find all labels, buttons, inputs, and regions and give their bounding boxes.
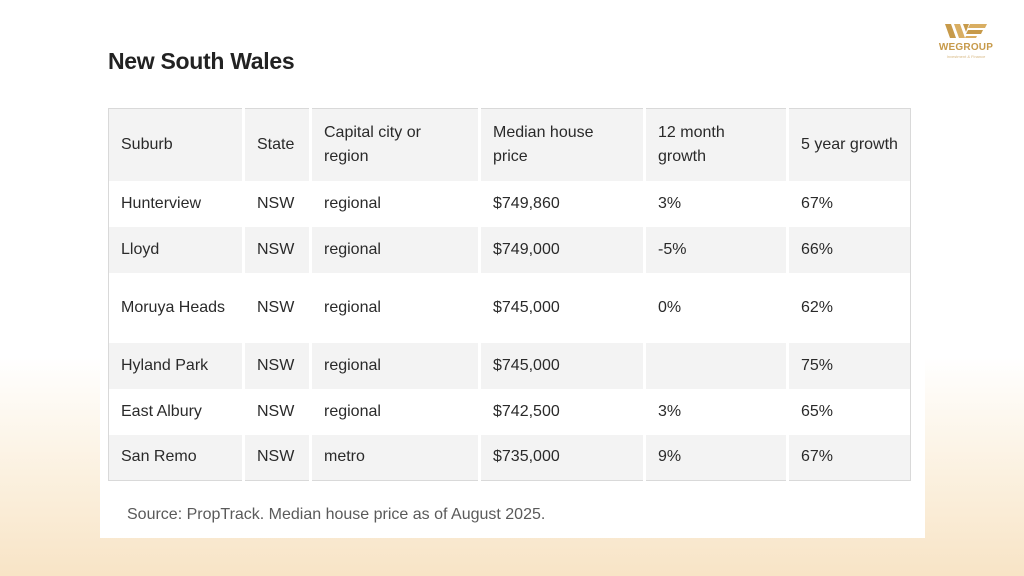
cell-median-price: $749,860 xyxy=(479,180,646,227)
cell-median-price: $735,000 xyxy=(479,434,646,481)
cell-region: regional xyxy=(310,180,481,227)
cell-12-month-growth: 9% xyxy=(644,434,789,481)
table-row: Hunterview NSW regional $749,860 3% 67% xyxy=(108,180,911,227)
cell-suburb: San Remo xyxy=(108,434,245,481)
cell-5-year-growth: 75% xyxy=(801,356,834,374)
cell-median-price: $745,000 xyxy=(479,342,646,389)
cell-median-price: $745,000 xyxy=(479,272,646,343)
cell-5-year-growth: 67% xyxy=(801,448,834,466)
suburb-table: Suburb State Capital city or region Medi… xyxy=(108,108,911,481)
cell-12-month-growth: 0% xyxy=(644,272,789,343)
cell-12-month-growth: 3% xyxy=(644,180,789,227)
cell-suburb: Moruya Heads xyxy=(108,272,245,343)
column-header-state: State xyxy=(243,108,312,181)
logo-brand-text: WEGROUP xyxy=(938,42,994,53)
cell-region: regional xyxy=(310,226,481,273)
cell-region: regional xyxy=(310,342,481,389)
cell-5-year-growth: 66% xyxy=(801,240,834,258)
wegroup-logo-icon xyxy=(945,24,987,38)
table-row: Moruya Heads NSW regional $745,000 0% 62… xyxy=(108,272,911,343)
cell-5-year-growth: 65% xyxy=(801,402,834,420)
table-header-row: Suburb State Capital city or region Medi… xyxy=(108,108,911,181)
cell-state: NSW xyxy=(243,388,312,435)
cell-state: NSW xyxy=(243,342,312,389)
table-row: Hyland Park NSW regional $745,000 75% xyxy=(108,342,911,389)
cell-state: NSW xyxy=(243,226,312,273)
column-header-median-price: Median house price xyxy=(479,108,646,181)
source-note: Source: PropTrack. Median house price as… xyxy=(127,506,546,523)
cell-suburb: Hunterview xyxy=(108,180,245,227)
table-card: Suburb State Capital city or region Medi… xyxy=(100,100,925,538)
cell-5-year-growth: 67% xyxy=(801,194,834,212)
column-header-12-month-growth: 12 month growth xyxy=(644,108,789,181)
cell-median-price: $749,000 xyxy=(479,226,646,273)
cell-12-month-growth: 3% xyxy=(644,388,789,435)
cell-suburb: East Albury xyxy=(108,388,245,435)
logo-tagline: Investment & Finance xyxy=(946,54,986,59)
cell-state: NSW xyxy=(243,272,312,343)
company-logo: WEGROUP Investment & Finance xyxy=(934,22,998,70)
cell-region: regional xyxy=(310,388,481,435)
column-header-region: Capital city or region xyxy=(310,108,481,181)
table-row: East Albury NSW regional $742,500 3% 65% xyxy=(108,388,911,435)
cell-region: metro xyxy=(310,434,481,481)
column-header-suburb: Suburb xyxy=(108,108,245,181)
cell-state: NSW xyxy=(243,434,312,481)
column-header-5-year-growth: 5 year growth xyxy=(801,135,898,153)
cell-region: regional xyxy=(310,272,481,343)
cell-suburb: Hyland Park xyxy=(108,342,245,389)
cell-12-month-growth: -5% xyxy=(644,226,789,273)
cell-5-year-growth: 62% xyxy=(801,298,834,316)
table-row: Lloyd NSW regional $749,000 -5% 66% xyxy=(108,226,911,273)
cell-state: NSW xyxy=(243,180,312,227)
table-row: San Remo NSW metro $735,000 9% 67% xyxy=(108,434,911,481)
cell-median-price: $742,500 xyxy=(479,388,646,435)
cell-12-month-growth xyxy=(644,342,789,389)
page-title: New South Wales xyxy=(108,48,295,74)
cell-suburb: Lloyd xyxy=(108,226,245,273)
